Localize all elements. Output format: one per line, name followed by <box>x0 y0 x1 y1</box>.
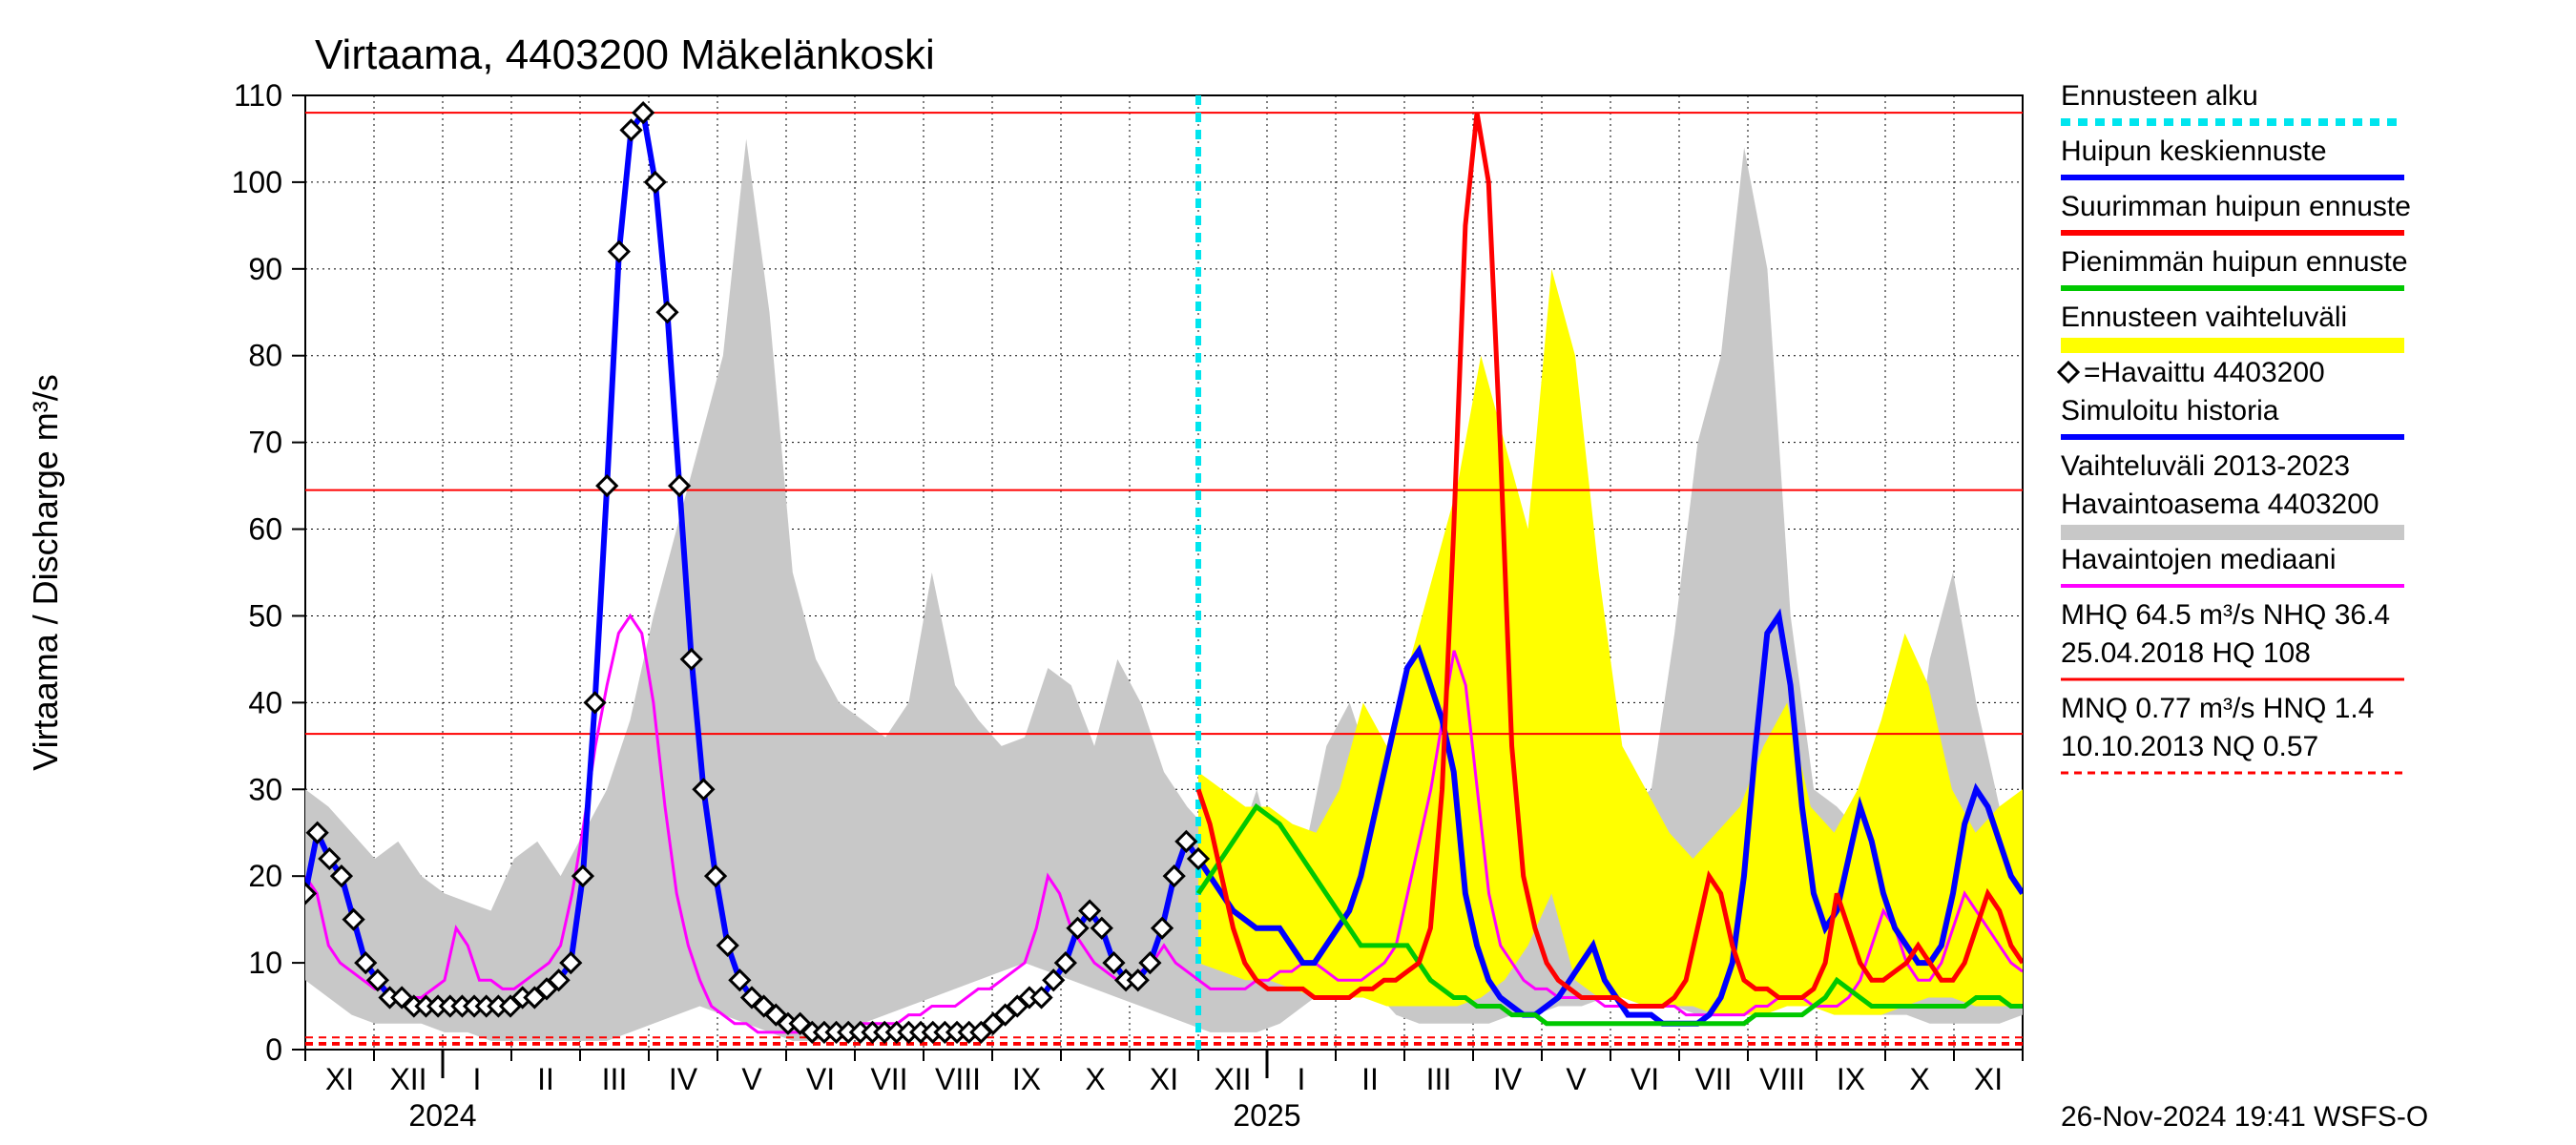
legend-swatch <box>2061 338 2404 353</box>
x-month-label: X <box>1909 1062 1929 1096</box>
x-month-label: IV <box>669 1062 698 1096</box>
legend-label: Vaihteluväli 2013-2023 <box>2061 450 2350 482</box>
legend-label: MNQ 0.77 m³/s HNQ 1.4 <box>2061 693 2374 724</box>
x-month-label: IV <box>1493 1062 1523 1096</box>
x-month-label: I <box>473 1062 482 1096</box>
x-month-label: III <box>602 1062 628 1096</box>
timestamp: 26-Nov-2024 19:41 WSFS-O <box>2061 1101 2428 1133</box>
x-month-label: VII <box>870 1062 907 1096</box>
x-month-label: VII <box>1694 1062 1732 1096</box>
x-month-label: VIII <box>1759 1062 1805 1096</box>
x-month-label: IX <box>1012 1062 1041 1096</box>
y-tick-label: 80 <box>248 339 282 373</box>
x-month-label: IX <box>1837 1062 1865 1096</box>
legend-label: =Havaittu 4403200 <box>2084 357 2325 388</box>
x-month-label: II <box>537 1062 554 1096</box>
y-tick-label: 40 <box>248 685 282 719</box>
legend-label: Havaintojen mediaani <box>2061 544 2337 575</box>
y-tick-label: 20 <box>248 859 282 893</box>
x-month-label: X <box>1085 1062 1105 1096</box>
legend-label: 25.04.2018 HQ 108 <box>2061 637 2311 669</box>
y-tick-label: 110 <box>234 78 282 113</box>
chart-svg: 0102030405060708090100110XIXIIIIIIIIIVVV… <box>0 0 2576 1145</box>
legend-swatch <box>2061 525 2404 540</box>
chart-title: Virtaama, 4403200 Mäkelänkoski <box>315 31 935 78</box>
x-month-label: II <box>1361 1062 1379 1096</box>
x-month-label: XI <box>325 1062 354 1096</box>
x-year-label: 2024 <box>408 1098 476 1133</box>
x-month-label: III <box>1426 1062 1452 1096</box>
legend-label: Havaintoasema 4403200 <box>2061 489 2379 520</box>
y-tick-label: 0 <box>265 1032 282 1067</box>
y-tick-label: 30 <box>248 772 282 806</box>
y-tick-label: 70 <box>248 426 282 460</box>
y-tick-label: 60 <box>248 512 282 547</box>
legend-label: Huipun keskiennuste <box>2061 135 2327 167</box>
x-month-label: XI <box>1974 1062 2003 1096</box>
legend-label: MHQ 64.5 m³/s NHQ 36.4 <box>2061 599 2390 631</box>
x-month-label: XII <box>389 1062 426 1096</box>
x-month-label: VI <box>1631 1062 1659 1096</box>
x-month-label: VIII <box>935 1062 981 1096</box>
y-tick-label: 100 <box>232 165 282 199</box>
y-tick-label: 50 <box>248 598 282 633</box>
legend-label: Suurimman huipun ennuste <box>2061 191 2411 222</box>
legend-label: 10.10.2013 NQ 0.57 <box>2061 731 2318 762</box>
x-month-label: V <box>741 1062 762 1096</box>
x-year-label: 2025 <box>1233 1098 1300 1133</box>
x-month-label: V <box>1566 1062 1587 1096</box>
legend-label: Simuloitu historia <box>2061 395 2279 427</box>
x-month-label: XII <box>1214 1062 1251 1096</box>
legend-label: Pienimmän huipun ennuste <box>2061 246 2408 278</box>
hydrograph-chart: 0102030405060708090100110XIXIIIIIIIIIVVV… <box>0 0 2576 1145</box>
x-month-label: XI <box>1150 1062 1178 1096</box>
legend-label: Ennusteen vaihteluväli <box>2061 302 2347 333</box>
y-tick-label: 10 <box>248 946 282 980</box>
x-month-label: I <box>1298 1062 1306 1096</box>
y-tick-label: 90 <box>248 252 282 286</box>
y-axis-label: Virtaama / Discharge m³/s <box>26 374 65 770</box>
legend-label: Ennusteen alku <box>2061 80 2258 112</box>
x-month-label: VI <box>806 1062 835 1096</box>
